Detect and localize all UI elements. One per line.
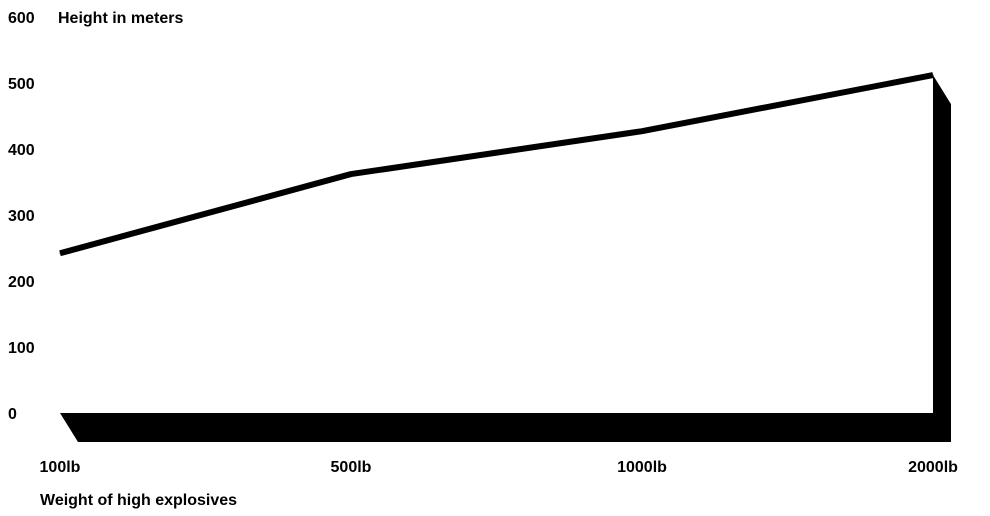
y-tick-label: 500 (8, 76, 35, 93)
x-tick-label: 100lb (40, 459, 81, 476)
y-tick-label: 200 (8, 274, 35, 291)
data-point (641, 130, 643, 132)
data-point (350, 173, 352, 175)
y-tick-label: 600 (8, 10, 35, 27)
y-tick-label: 400 (8, 142, 35, 159)
y-tick-label: 100 (8, 340, 35, 357)
data-point (932, 74, 934, 76)
y-axis-label: Height in meters (58, 10, 183, 27)
data-point (59, 252, 61, 254)
chart-base (60, 75, 951, 442)
y-tick-label: 300 (8, 208, 35, 225)
plot-area (59, 72, 934, 257)
x-tick-label: 500lb (331, 459, 372, 476)
right-wall (933, 75, 951, 442)
x-tick-label: 1000lb (617, 459, 667, 476)
base-slab (60, 413, 951, 442)
x-axis: 100lb 500lb 1000lb 2000lb (40, 459, 959, 476)
x-tick-label: 2000lb (908, 459, 958, 476)
y-tick-label: 0 (8, 406, 17, 423)
series-line (59, 72, 934, 257)
x-axis-label: Weight of high explosives (40, 492, 237, 509)
y-axis: 0 100 200 300 400 500 600 (8, 10, 35, 423)
